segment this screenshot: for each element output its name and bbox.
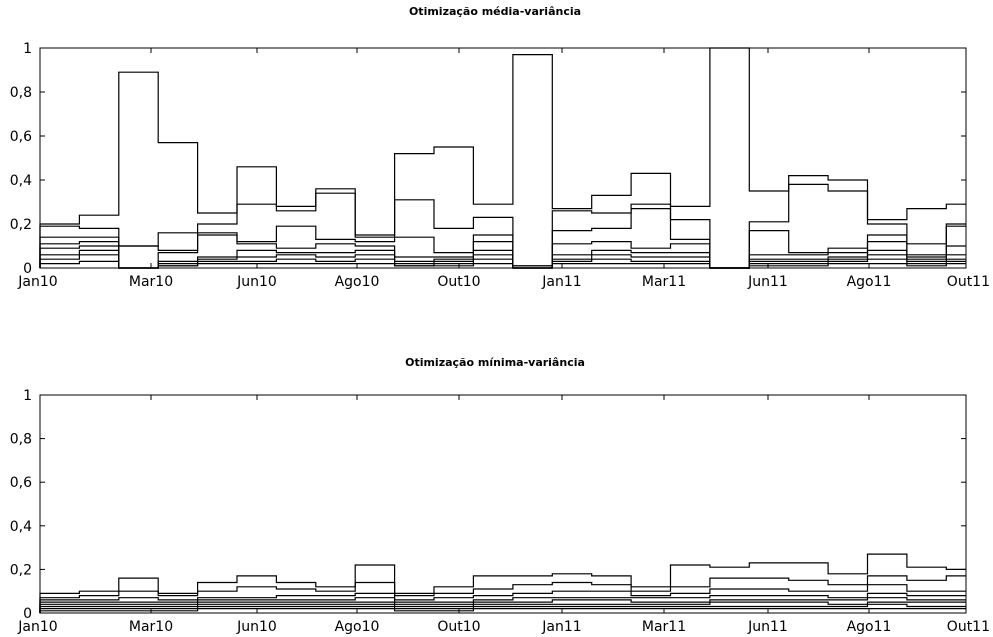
bottom-y-tick-label: 0,4 [10, 519, 32, 535]
bottom-x-tick-label: Mar11 [642, 619, 686, 635]
top-x-tick-label: Jan11 [541, 274, 581, 290]
top-y-tick-label: 0 [23, 261, 32, 277]
top-x-tick-label: Jun11 [747, 274, 788, 290]
bottom-x-tick-label: Jun11 [747, 619, 788, 635]
top-x-tick-label: Ago11 [847, 274, 892, 290]
bottom-x-tick-label: Ago11 [847, 619, 892, 635]
bottom-weight-series-line [39, 553, 966, 613]
top-x-tick-label: Out10 [437, 274, 480, 290]
top-x-tick-label: Jun10 [236, 274, 277, 290]
bottom-x-tick-label: Jan10 [17, 619, 57, 635]
bottom-weight-series-line [39, 575, 966, 613]
bottom-x-tick-label: Out10 [437, 619, 480, 635]
top-y-tick-label: 1 [23, 41, 32, 57]
top-x-tick-label: Mar11 [642, 274, 686, 290]
top-x-tick-label: Mar10 [129, 274, 173, 290]
bottom-y-tick-label: 0,2 [10, 562, 32, 578]
top-chart-title: Otimização média-variância [409, 5, 581, 18]
top-weight-series-line [39, 249, 966, 269]
bottom-chart-title: Otimização mínima-variância [405, 356, 585, 369]
bottom-weight-series-line [39, 592, 966, 613]
bottom-weight-series-line [39, 584, 966, 613]
bottom-y-tick-label: 0 [23, 606, 32, 622]
bottom-x-tick-label: Jan11 [541, 619, 581, 635]
top-weight-series-line [39, 260, 966, 269]
top-plot-frame [39, 47, 967, 269]
bottom-weight-series-line [39, 608, 966, 613]
top-y-tick-label: 0,2 [10, 217, 32, 233]
bottom-y-tick-label: 0,6 [10, 475, 32, 491]
top-weight-series-line [39, 183, 966, 269]
top-x-tick-label: Out11 [947, 274, 990, 290]
bottom-x-tick-label: Jun10 [236, 619, 277, 635]
bottom-y-tick-label: 1 [23, 388, 32, 404]
top-y-tick-label: 0,4 [10, 173, 32, 189]
bottom-plot-frame [39, 394, 967, 614]
bottom-y-tick-label: 0,8 [10, 432, 32, 448]
top-weight-series-line [39, 245, 966, 269]
top-chart: 0 0,2 0,4 0,6 0,8 1 Jan10 Mar10 Jun10 Ago10 Out10 J… [10, 41, 990, 290]
bottom-x-tick-label: Out11 [947, 619, 990, 635]
top-x-tick-label: Jan10 [17, 274, 57, 290]
bottom-x-tick-label: Ago10 [335, 619, 380, 635]
bottom-chart: 0 0,2 0,4 0,6 0,8 1 Jan10 Mar10 Jun10 Ago10 Out10 J… [10, 388, 990, 635]
top-weight-series-line [39, 234, 966, 269]
top-y-tick-label: 0,6 [10, 129, 32, 145]
bottom-x-tick-label: Mar10 [129, 619, 173, 635]
bottom-weight-series-line [39, 597, 966, 613]
top-y-tick-label: 0,8 [10, 85, 32, 101]
top-weight-series-line [39, 47, 966, 268]
top-x-tick-label: Ago10 [335, 274, 380, 290]
